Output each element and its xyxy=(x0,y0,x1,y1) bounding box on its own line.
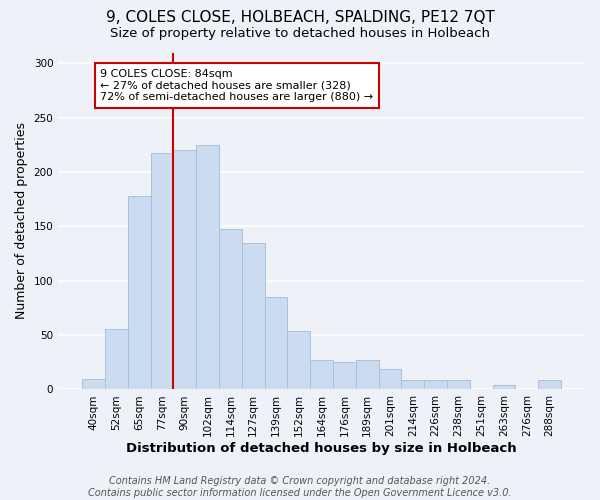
Bar xyxy=(379,369,401,390)
Text: Size of property relative to detached houses in Holbeach: Size of property relative to detached ho… xyxy=(110,28,490,40)
Bar xyxy=(219,228,242,390)
Bar xyxy=(265,297,287,390)
Bar xyxy=(493,385,515,390)
Bar xyxy=(287,331,310,390)
Bar xyxy=(128,196,151,390)
Bar xyxy=(105,328,128,390)
Bar xyxy=(538,380,561,390)
Y-axis label: Number of detached properties: Number of detached properties xyxy=(15,122,28,320)
Text: 9, COLES CLOSE, HOLBEACH, SPALDING, PE12 7QT: 9, COLES CLOSE, HOLBEACH, SPALDING, PE12… xyxy=(106,10,494,25)
Bar xyxy=(173,150,196,390)
Bar xyxy=(424,380,447,390)
Text: Contains HM Land Registry data © Crown copyright and database right 2024.
Contai: Contains HM Land Registry data © Crown c… xyxy=(88,476,512,498)
Bar xyxy=(356,360,379,390)
Bar xyxy=(447,380,470,390)
Bar xyxy=(401,380,424,390)
X-axis label: Distribution of detached houses by size in Holbeach: Distribution of detached houses by size … xyxy=(126,442,517,455)
Bar xyxy=(196,145,219,390)
Text: 9 COLES CLOSE: 84sqm
← 27% of detached houses are smaller (328)
72% of semi-deta: 9 COLES CLOSE: 84sqm ← 27% of detached h… xyxy=(100,69,373,102)
Bar xyxy=(151,152,173,390)
Bar xyxy=(333,362,356,390)
Bar xyxy=(82,378,105,390)
Bar xyxy=(310,360,333,390)
Bar xyxy=(242,242,265,390)
